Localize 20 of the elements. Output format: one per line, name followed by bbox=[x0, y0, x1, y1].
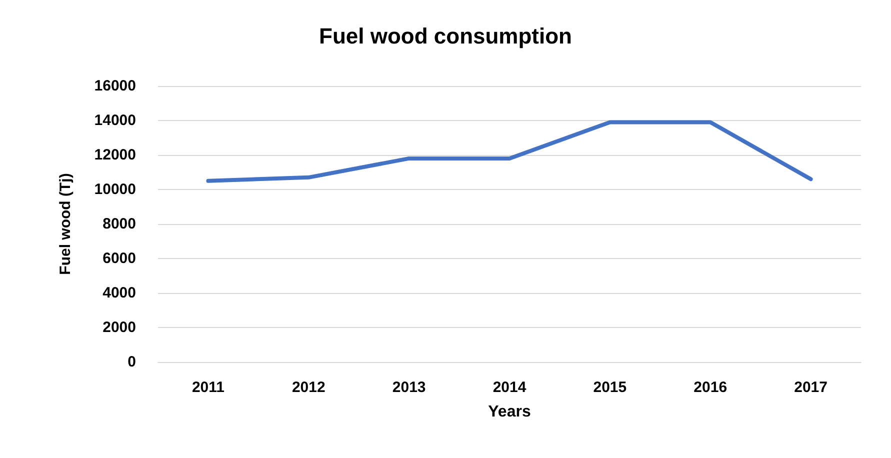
x-tick-label: 2012 bbox=[292, 379, 326, 396]
x-tick-label: 2017 bbox=[794, 379, 828, 396]
y-tick-label: 2000 bbox=[102, 319, 136, 336]
x-tick-label: 2015 bbox=[593, 379, 627, 396]
x-axis-title: Years bbox=[488, 404, 531, 420]
y-tick-label: 6000 bbox=[102, 250, 136, 267]
y-tick-label: 4000 bbox=[102, 284, 136, 302]
x-tick-label: 2011 bbox=[192, 379, 224, 396]
x-tick-label: 2013 bbox=[392, 379, 426, 396]
y-tick-label: 8000 bbox=[102, 216, 136, 232]
x-tick-label: 2016 bbox=[694, 379, 728, 396]
line-series bbox=[206, 120, 813, 183]
chart-title: Fuel wood consumption bbox=[319, 24, 572, 48]
y-tick-label: 14000 bbox=[94, 112, 136, 129]
y-axis-title: Fuel wood (Tj) bbox=[57, 173, 74, 275]
x-tick-label: 2014 bbox=[492, 379, 527, 396]
y-tick-label: 0 bbox=[128, 354, 136, 370]
y-tick-label: 12000 bbox=[94, 146, 136, 164]
y-tick-label: 10000 bbox=[94, 181, 136, 198]
y-tick-label: 16000 bbox=[94, 78, 136, 94]
